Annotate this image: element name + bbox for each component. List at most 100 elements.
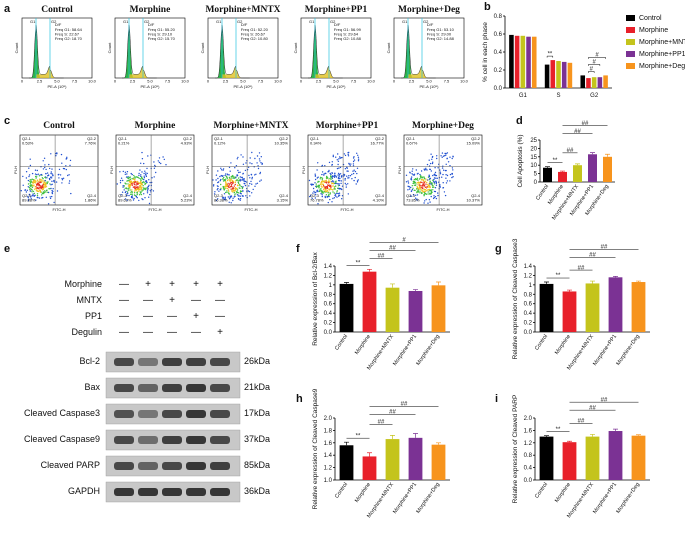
event-dot [30, 186, 32, 188]
x-tick-label: 0 [393, 79, 396, 84]
event-dot [30, 198, 32, 200]
y-axis-label: Count [293, 42, 298, 54]
event-dot [140, 175, 142, 177]
event-dot [234, 195, 236, 198]
event-dot [215, 179, 217, 181]
event-dot [451, 167, 454, 169]
panel-title: Morphine+MNTX [205, 5, 280, 15]
x-tick-label: 2.5 [316, 79, 322, 84]
event-dot [329, 185, 332, 188]
blot-band [114, 384, 134, 392]
event-dot [447, 161, 450, 163]
event-dot [45, 177, 47, 179]
event-dot [331, 201, 333, 203]
event-dot [444, 194, 447, 197]
event-dot [44, 184, 46, 186]
event-dot [148, 196, 150, 198]
event-dot [37, 182, 40, 185]
event-dot [337, 185, 340, 187]
legend-swatch [626, 51, 635, 57]
freq-stat: Freq G1: 53.10 [427, 27, 455, 32]
event-dot [432, 185, 434, 187]
event-dot [424, 200, 426, 202]
panel-title: Morphine+PP1 [305, 5, 368, 15]
treatment-sign: + [217, 279, 223, 290]
event-dot [326, 190, 328, 193]
event-dot [356, 172, 358, 175]
event-dot [330, 173, 332, 176]
event-dot [249, 157, 251, 159]
event-dot [223, 176, 225, 179]
event-dot [224, 188, 226, 190]
event-dot [242, 172, 244, 175]
event-dot [226, 184, 228, 187]
quadrant-name: Q2-3 [22, 193, 32, 198]
bar [558, 171, 567, 182]
event-dot [417, 189, 420, 191]
y-axis-label: % cell in each phase [482, 22, 489, 82]
event-dot [326, 175, 328, 178]
event-dot [52, 174, 54, 176]
event-dot [407, 182, 410, 184]
y-axis-label: Count [107, 42, 112, 54]
y-axis-label: Count [14, 42, 19, 54]
quadrant-percent: 0.53% [22, 141, 34, 146]
event-dot [235, 177, 237, 179]
event-dot [146, 172, 148, 175]
event-dot [43, 185, 45, 187]
event-dot [251, 178, 253, 180]
event-dot [126, 180, 128, 182]
event-dot [332, 180, 334, 182]
event-dot [243, 178, 245, 180]
treatment-name: Degulin [71, 327, 102, 337]
error-bar [367, 268, 372, 272]
event-dot [251, 183, 253, 185]
y-axis-label: PI-H [13, 166, 18, 174]
error-bar [613, 276, 618, 278]
event-dot [432, 189, 434, 191]
event-dot [357, 156, 360, 158]
x-tick-label: Control [334, 482, 349, 500]
event-dot [249, 195, 251, 197]
event-dot [49, 197, 52, 200]
x-tick-label: 10.0 [88, 79, 97, 84]
event-dot [320, 193, 322, 195]
legend-label: Morphine+MNTX [639, 39, 685, 46]
event-dot [434, 174, 436, 176]
event-dot [437, 192, 439, 194]
event-dot [348, 163, 351, 165]
event-dot [28, 167, 30, 169]
event-dot [141, 171, 143, 173]
event-dot [323, 191, 326, 193]
event-dot [416, 173, 419, 175]
panel-title: Control [41, 5, 73, 15]
event-dot [237, 177, 240, 179]
event-dot [216, 189, 218, 191]
quadrant-name: Q2-3 [310, 193, 320, 198]
quadrant-percent: 4.93% [181, 141, 193, 146]
event-dot [339, 188, 342, 190]
event-dot [243, 182, 245, 185]
event-dot [122, 185, 124, 187]
event-dot [39, 179, 41, 181]
y-tick-label: 0.0 [494, 86, 503, 92]
event-dot [442, 187, 445, 189]
y-axis-label: Relative expression of Bcl-2/Bax [312, 251, 319, 345]
event-dot [48, 163, 50, 166]
event-dot [435, 184, 438, 186]
model-label: D/F [241, 22, 248, 27]
x-tick-label: 10.0 [181, 79, 190, 84]
event-dot [320, 188, 322, 190]
event-dot [32, 190, 35, 193]
event-dot [424, 178, 426, 180]
blot-band [162, 488, 182, 496]
event-dot [314, 178, 317, 181]
treatment-name: PP1 [85, 311, 102, 321]
event-dot [25, 171, 28, 173]
event-dot [344, 177, 346, 180]
event-dot [132, 181, 135, 183]
event-dot [419, 192, 421, 194]
event-dot [331, 180, 333, 183]
event-dot [333, 188, 335, 190]
event-dot [315, 194, 317, 196]
